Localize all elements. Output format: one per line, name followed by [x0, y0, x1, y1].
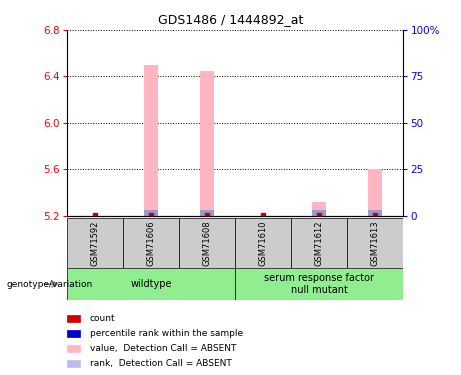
- Text: count: count: [89, 314, 115, 322]
- Text: GDS1486 / 1444892_at: GDS1486 / 1444892_at: [158, 13, 303, 26]
- Bar: [67, 345, 80, 352]
- Bar: [312, 202, 326, 216]
- Text: GSM71608: GSM71608: [202, 220, 212, 266]
- Bar: [312, 210, 326, 216]
- Text: GSM71612: GSM71612: [315, 220, 324, 266]
- Text: serum response factor
null mutant: serum response factor null mutant: [264, 273, 374, 295]
- Bar: [67, 330, 80, 337]
- Bar: [200, 70, 214, 216]
- Bar: [144, 210, 158, 216]
- Text: wildtype: wildtype: [130, 279, 172, 289]
- Bar: [67, 268, 235, 300]
- Bar: [144, 65, 158, 216]
- Text: GSM71610: GSM71610: [259, 220, 268, 266]
- Bar: [368, 210, 382, 216]
- Text: GSM71606: GSM71606: [147, 220, 155, 266]
- Bar: [123, 217, 179, 268]
- Bar: [200, 210, 214, 216]
- Bar: [67, 315, 80, 322]
- Bar: [347, 217, 403, 268]
- Bar: [179, 217, 235, 268]
- Bar: [67, 360, 80, 368]
- Text: rank,  Detection Call = ABSENT: rank, Detection Call = ABSENT: [89, 359, 231, 368]
- Bar: [235, 268, 403, 300]
- Text: GSM71592: GSM71592: [90, 220, 100, 266]
- Text: GSM71613: GSM71613: [371, 220, 380, 266]
- Text: value,  Detection Call = ABSENT: value, Detection Call = ABSENT: [89, 344, 236, 353]
- Bar: [67, 217, 123, 268]
- Bar: [368, 169, 382, 216]
- Bar: [235, 217, 291, 268]
- Text: genotype/variation: genotype/variation: [7, 280, 93, 289]
- Text: percentile rank within the sample: percentile rank within the sample: [89, 329, 242, 338]
- Bar: [291, 217, 347, 268]
